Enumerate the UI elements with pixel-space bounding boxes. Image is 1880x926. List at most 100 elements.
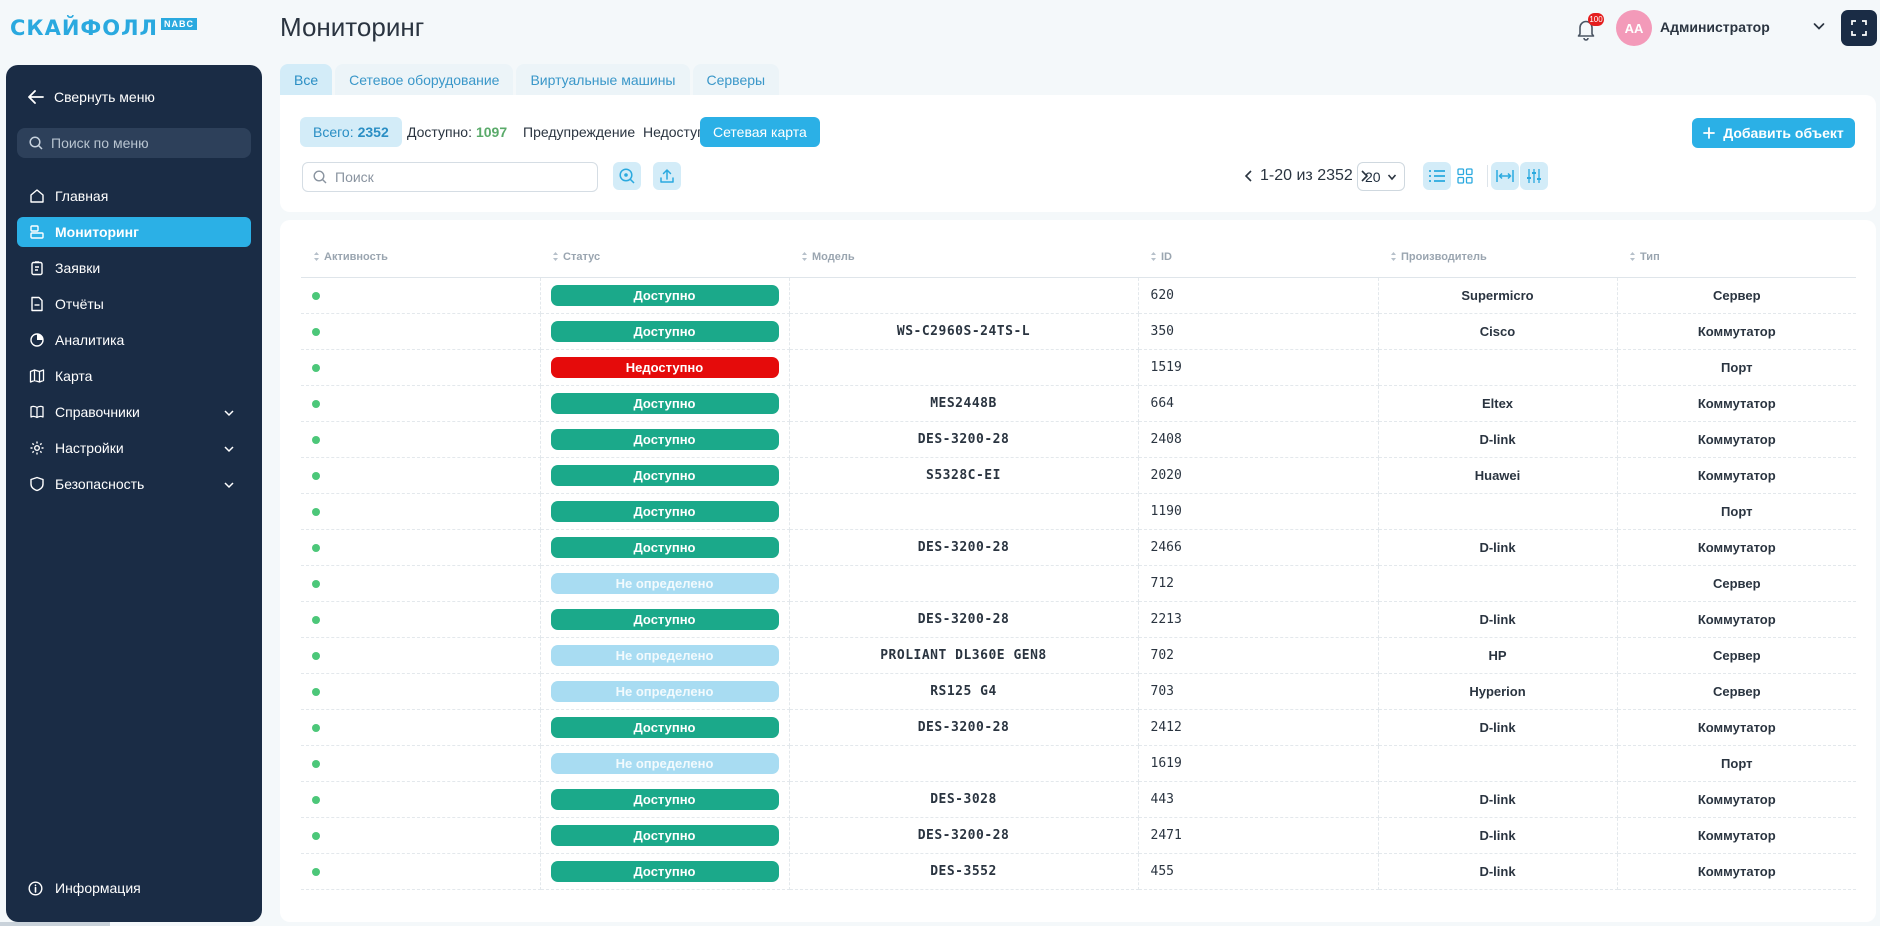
table-row[interactable]: Не определено RS125 G4 703 Hyperion Сервер [301,673,1856,710]
table-row[interactable]: Доступно DES-3552 455 D-link Коммутатор [301,853,1856,890]
next-page-button[interactable] [1359,169,1369,183]
type-cell: Коммутатор [1617,853,1856,890]
table-row[interactable]: Доступно DES-3200-28 2466 D-link Коммутатор [301,529,1856,566]
status-badge: Не определено [550,644,779,666]
type-cell: Коммутатор [1617,313,1856,350]
table-row[interactable]: Доступно 1190 Порт [301,493,1856,530]
table-row[interactable]: Доступно DES-3200-28 2408 D-link Коммутатор [301,421,1856,458]
table-row[interactable]: Доступно DES-3200-28 2471 D-link Коммутатор [301,817,1856,854]
prev-page-button[interactable] [1244,169,1254,183]
id-cell: 1519 [1138,349,1379,386]
sidebar-item-8[interactable]: Безопасность [17,469,251,499]
vendor-cell [1378,565,1618,602]
column-header-label: ID [1161,250,1172,263]
status-badge: Не определено [550,752,779,774]
table-row[interactable]: Доступно WS-C2960S-24TS-L 350 Cisco Коммутат… [301,313,1856,350]
column-width-button[interactable] [1491,162,1519,190]
avatar[interactable]: AA [1616,10,1652,46]
filter-warning[interactable]: Предупреждение [510,117,648,147]
status-badge: Доступно [550,860,779,882]
sidebar-item-1[interactable]: Мониторинг [17,217,251,247]
table-row[interactable]: Не определено 1619 Порт [301,745,1856,782]
column-header-5[interactable]: Тип [1617,237,1856,278]
collapse-menu-button[interactable]: Свернуть меню [28,89,155,105]
sidebar-item-3[interactable]: Отчёты [17,289,251,319]
app-logo[interactable]: СКАЙФОЛЛ NABC [10,16,197,40]
id-cell: 1190 [1138,493,1379,530]
sidebar-item-label: Мониторинг [55,224,139,240]
column-header-0[interactable]: Активность [301,237,540,278]
tab-1[interactable]: Сетевое оборудование [335,64,514,95]
vendor-cell: Cisco [1378,313,1618,350]
chevron-down-icon[interactable] [223,479,235,491]
report-icon [31,296,43,312]
sidebar-item-2[interactable]: Заявки [17,253,251,283]
sidebar-item-label: Справочники [55,404,140,420]
sidebar-item-4[interactable]: Аналитика [17,325,251,355]
id-cell: 2020 [1138,457,1379,494]
menu-search-input[interactable] [51,135,231,151]
objects-table: Активность Статус Модель ID Производитель Тип… [301,237,1856,890]
chevron-down-icon [1387,173,1397,180]
table-search[interactable] [302,162,598,192]
filter-total[interactable]: Всего: 2352 [300,117,402,147]
column-header-1[interactable]: Статус [540,237,789,278]
table-row[interactable]: Доступно DES-3200-28 2412 D-link Коммутатор [301,709,1856,746]
sort-icon[interactable] [313,251,320,262]
info-button[interactable]: Информация [28,880,141,896]
table-row[interactable]: Доступно DES-3200-28 2213 D-link Коммутатор [301,601,1856,638]
model-cell: WS-C2960S-24TS-L [789,313,1139,350]
table-row[interactable]: Доступно MES2448B 664 Eltex Коммутатор [301,385,1856,422]
model-cell [789,277,1139,314]
grid-view-button[interactable] [1451,162,1479,190]
horizontal-scrollbar[interactable] [0,922,110,926]
menu-search[interactable] [17,128,251,158]
chevron-down-icon[interactable] [223,443,235,455]
activity-cell [301,637,541,674]
table-row[interactable]: Доступно DES-3028 443 D-link Коммутатор [301,781,1856,818]
column-header-4[interactable]: Производитель [1378,237,1617,278]
column-settings-button[interactable] [1520,162,1548,190]
status-badge: Не определено [550,680,779,702]
tab-3[interactable]: Серверы [692,64,780,95]
chevron-down-icon[interactable] [1812,19,1826,33]
table-row[interactable]: Доступно S5328C-EI 2020 Huawei Коммутатор [301,457,1856,494]
table-row[interactable]: Не определено PROLIANT DL360E GEN8 702 HP Се… [301,637,1856,674]
objects-table-panel: Активность Статус Модель ID Производитель Тип… [280,220,1876,922]
sort-icon[interactable] [1150,251,1157,262]
sort-icon[interactable] [1390,251,1397,262]
filter-available[interactable]: Доступно: 1097 [394,117,520,147]
add-object-button[interactable]: Добавить объект [1692,118,1855,148]
chevron-down-icon[interactable] [223,407,235,419]
table-row[interactable]: Доступно 620 Supermicro Сервер [301,277,1856,314]
shield-icon [30,476,44,492]
network-map-button[interactable]: Сетевая карта [700,117,820,147]
sort-icon[interactable] [1629,251,1636,262]
user-name[interactable]: Администратор [1660,19,1770,35]
status-cell: Доступно [540,457,790,494]
id-cell: 443 [1138,781,1379,818]
sidebar-item-0[interactable]: Главная [17,181,251,211]
table-row[interactable]: Недоступно 1519 Порт [301,349,1856,386]
fullscreen-icon [1851,20,1867,36]
vendor-cell: D-link [1378,601,1618,638]
sort-icon[interactable] [552,251,559,262]
sort-icon[interactable] [801,251,808,262]
status-badge: Доступно [550,464,779,486]
column-header-2[interactable]: Модель [789,237,1138,278]
sidebar-item-6[interactable]: Справочники [17,397,251,427]
filter-total-value: 2352 [357,124,389,140]
sidebar-item-7[interactable]: Настройки [17,433,251,463]
id-cell: 350 [1138,313,1379,350]
advanced-search-button[interactable] [613,162,641,190]
tab-2[interactable]: Виртуальные машины [516,64,690,95]
page-size-select[interactable]: 20 [1357,162,1405,191]
table-row[interactable]: Не определено 712 Сервер [301,565,1856,602]
export-button[interactable] [653,162,681,190]
sidebar-item-5[interactable]: Карта [17,361,251,391]
column-header-3[interactable]: ID [1138,237,1378,278]
table-search-input[interactable] [335,169,575,185]
fullscreen-button[interactable] [1841,10,1877,46]
tab-0[interactable]: Все [280,64,333,95]
list-view-button[interactable] [1423,162,1451,190]
